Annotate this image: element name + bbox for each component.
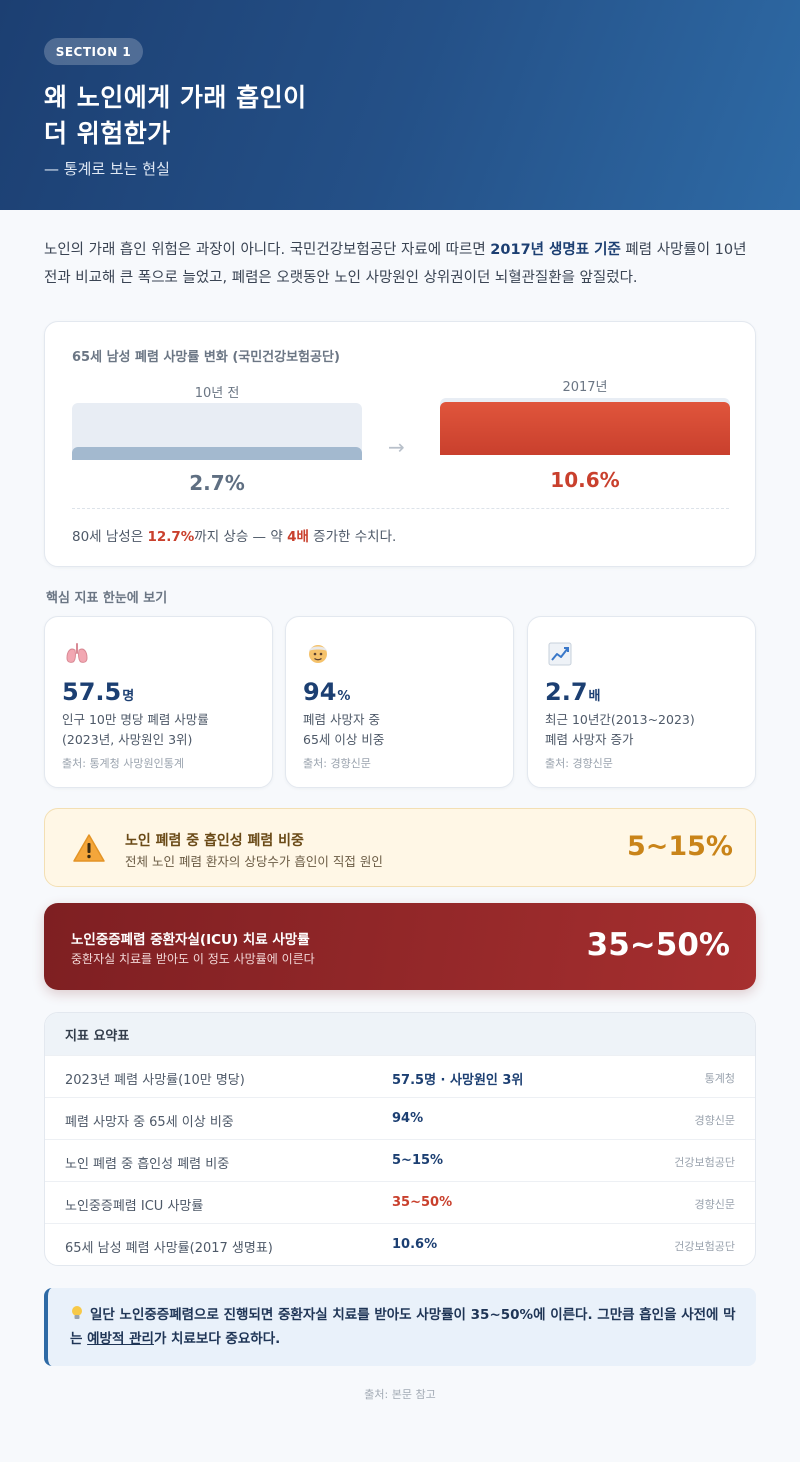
banner-title: 노인 폐렴 중 흡인성 폐렴 비중 bbox=[125, 833, 304, 849]
stat-number: 2.7배 bbox=[545, 678, 601, 706]
row-source: 경향신문 bbox=[694, 1114, 735, 1127]
callout-text-1: 일단 노인중증폐렴으로 진행되면 중환자실 치료를 받아도 사망률이 35~50… bbox=[70, 1307, 736, 1347]
stat-description: 인구 10만 명당 폐렴 사망률 (2023년, 사망원인 3위) bbox=[62, 712, 209, 747]
note-text-1: 80세 남성은 bbox=[72, 529, 148, 545]
stat-card-mortality: 57.5명 인구 10만 명당 폐렴 사망률 (2023년, 사망원인 3위) 출… bbox=[44, 616, 273, 788]
note-text-3: 증가한 수치다. bbox=[308, 529, 397, 545]
row-label: 2023년 폐렴 사망률(10만 명당) bbox=[65, 1073, 245, 1088]
banner-title: 노인중증폐렴 중환자실(ICU) 치료 사망률 bbox=[71, 932, 310, 948]
table-row: 노인중증폐렴 ICU 사망률 35~50% 경향신문 bbox=[45, 1181, 755, 1223]
stat-card-growth: 2.7배 최근 10년간(2013~2023) 폐렴 사망자 증가 출처: 경향신… bbox=[527, 616, 756, 788]
before-bar bbox=[72, 447, 362, 460]
elderly-person-icon bbox=[305, 641, 331, 667]
after-label: 2017년 bbox=[562, 380, 608, 395]
intro-paragraph: 노인의 가래 흡인 위험은 과장이 아니다. 국민건강보험공단 자료에 따르면 … bbox=[44, 236, 756, 292]
row-value: 10.6% bbox=[392, 1237, 438, 1252]
row-source: 건강보험공단 bbox=[674, 1156, 735, 1169]
banner-description: 전체 노인 폐렴 환자의 상당수가 흡인이 직접 원인 bbox=[125, 854, 383, 869]
lightbulb-icon bbox=[70, 1305, 84, 1321]
banner-value: 5~15% bbox=[626, 831, 733, 862]
stat-source: 출처: 경향신문 bbox=[545, 757, 613, 770]
stat-source: 출처: 경향신문 bbox=[303, 757, 371, 770]
icu-mortality-banner: 노인중증폐렴 중환자실(ICU) 치료 사망률 중환자실 치료를 받아도 이 정… bbox=[44, 903, 756, 990]
stat-source: 출처: 통계청 사망원인통계 bbox=[62, 757, 185, 770]
arrow-right-icon: → bbox=[388, 435, 405, 459]
comparison-divider bbox=[72, 508, 729, 509]
key-takeaway-callout: 일단 노인중증폐렴으로 진행되면 중환자실 치료를 받아도 사망률이 35~50… bbox=[44, 1288, 756, 1366]
page-title-line2: 더 위험한가 bbox=[44, 119, 171, 148]
comparison-title: 65세 남성 폐렴 사망률 변화 (국민건강보험공단) bbox=[72, 350, 340, 365]
note-highlight-2: 4배 bbox=[287, 529, 309, 545]
callout-underlined: 예방적 관리 bbox=[87, 1331, 154, 1347]
callout-text: 일단 노인중증폐렴으로 진행되면 중환자실 치료를 받아도 사망률이 35~50… bbox=[70, 1303, 746, 1351]
stat-number: 57.5명 bbox=[62, 678, 135, 706]
stat-description: 폐렴 사망자 중 65세 이상 비중 bbox=[303, 712, 385, 747]
table-row: 폐렴 사망자 중 65세 이상 비중 94% 경향신문 bbox=[45, 1097, 755, 1139]
table-row: 노인 폐렴 중 흡인성 폐렴 비중 5~15% 건강보험공단 bbox=[45, 1139, 755, 1181]
banner-value: 35~50% bbox=[586, 927, 730, 963]
row-source: 경향신문 bbox=[694, 1198, 735, 1211]
after-bar bbox=[440, 402, 730, 455]
stat-description: 최근 10년간(2013~2023) 폐렴 사망자 증가 bbox=[545, 712, 695, 747]
page-title-line1: 왜 노인에게 가래 흡인이 bbox=[44, 83, 307, 112]
note-highlight-1: 12.7% bbox=[147, 529, 195, 545]
row-value: 94% bbox=[392, 1111, 424, 1126]
before-label: 10년 전 bbox=[194, 386, 240, 401]
banner-description: 중환자실 치료를 받아도 이 정도 사망률에 이른다 bbox=[71, 952, 315, 966]
after-value: 10.6% bbox=[550, 468, 620, 492]
row-label: 노인중증폐렴 ICU 사망률 bbox=[65, 1199, 204, 1214]
table-row: 65세 남성 폐렴 사망률(2017 생명표) 10.6% 건강보험공단 bbox=[45, 1223, 755, 1265]
row-source: 통계청 bbox=[704, 1072, 735, 1085]
page-subtitle: — 통계로 보는 현실 bbox=[44, 160, 170, 178]
row-source: 건강보험공단 bbox=[674, 1240, 735, 1253]
hero-header: SECTION 1 왜 노인에게 가래 흡인이 더 위험한가 — 통계로 보는 … bbox=[0, 0, 800, 210]
before-value: 2.7% bbox=[189, 471, 245, 495]
comparison-note: 80세 남성은 12.7%까지 상승 — 약 4배 증가한 수치다. bbox=[72, 525, 396, 545]
row-label: 65세 남성 폐렴 사망률(2017 생명표) bbox=[65, 1241, 273, 1256]
footer-source: 출처: 본문 참고 bbox=[364, 1388, 436, 1401]
warning-icon bbox=[72, 833, 106, 867]
row-label: 노인 폐렴 중 흡인성 폐렴 비중 bbox=[65, 1157, 230, 1172]
stat-number: 94% bbox=[303, 678, 351, 706]
row-label: 폐렴 사망자 중 65세 이상 비중 bbox=[65, 1115, 234, 1130]
table-row: 2023년 폐렴 사망률(10만 명당) 57.5명 · 사망원인 3위 통계청 bbox=[45, 1055, 755, 1097]
summary-table: 지표 요약표 2023년 폐렴 사망률(10만 명당) 57.5명 · 사망원인… bbox=[44, 1012, 756, 1266]
intro-text-2: 폐렴 사망률이 10년 전과 비교해 큰 폭으로 늘었고, 폐렴은 오랫동안 노… bbox=[44, 242, 747, 286]
page-title: 왜 노인에게 가래 흡인이 더 위험한가 bbox=[44, 80, 307, 152]
section-badge: SECTION 1 bbox=[44, 38, 143, 65]
aspiration-pneumonia-banner: 노인 폐렴 중 흡인성 폐렴 비중 전체 노인 폐렴 환자의 상당수가 흡인이 … bbox=[44, 808, 756, 887]
callout-text-2: 가 치료보다 중요하다. bbox=[153, 1331, 281, 1347]
note-text-2: 까지 상승 — 약 bbox=[194, 529, 288, 545]
chart-increasing-icon bbox=[547, 641, 573, 667]
comparison-card: 65세 남성 폐렴 사망률 변화 (국민건강보험공단) 10년 전 2017년 … bbox=[44, 321, 756, 567]
row-value: 5~15% bbox=[392, 1153, 444, 1168]
stat-card-elderly-share: 94% 폐렴 사망자 중 65세 이상 비중 출처: 경향신문 bbox=[285, 616, 514, 788]
row-value: 35~50% bbox=[392, 1195, 453, 1210]
lungs-icon bbox=[64, 641, 90, 667]
intro-highlight: 2017년 생명표 기준 bbox=[490, 242, 621, 258]
intro-text-1: 노인의 가래 흡인 위험은 과장이 아니다. 국민건강보험공단 자료에 따르면 bbox=[44, 242, 491, 258]
row-value: 57.5명 · 사망원인 3위 bbox=[392, 1073, 524, 1088]
stats-section-label: 핵심 지표 한눈에 보기 bbox=[46, 591, 168, 606]
table-header: 지표 요약표 bbox=[45, 1013, 755, 1055]
